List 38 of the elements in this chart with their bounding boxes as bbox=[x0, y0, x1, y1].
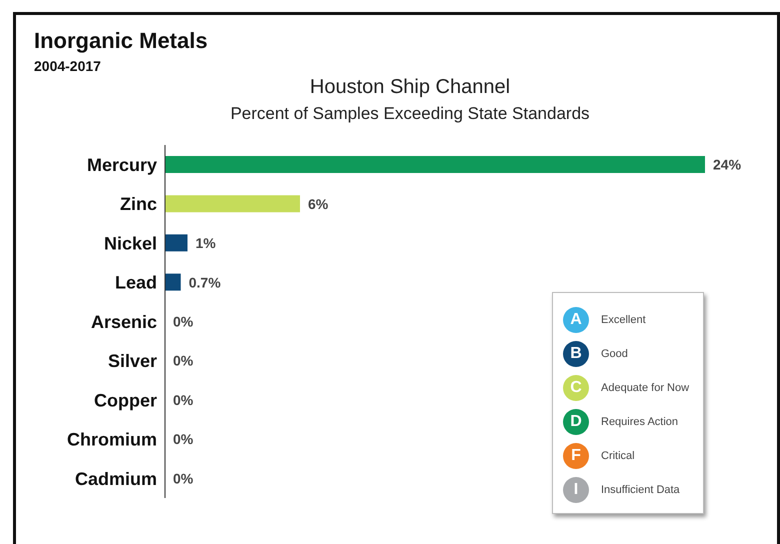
bar bbox=[165, 195, 300, 212]
bar bbox=[165, 234, 188, 252]
y-tick-label: Nickel bbox=[104, 233, 157, 254]
text: Percent of Samples Exceeding State Standards bbox=[229, 104, 591, 124]
text: Houston Ship Channel bbox=[308, 76, 512, 99]
data-label: 0.7% bbox=[188, 274, 222, 290]
data-label: 0% bbox=[173, 392, 194, 408]
legend-label: Critical bbox=[601, 450, 635, 462]
legend-label: Requires Action bbox=[601, 416, 678, 428]
data-label: 1% bbox=[196, 235, 216, 252]
legend-label: Insufficient Data bbox=[601, 484, 680, 496]
data-label: 0% bbox=[173, 470, 194, 486]
legend-label: Excellent bbox=[601, 314, 646, 326]
data-label: 0% bbox=[173, 352, 194, 369]
y-tick-label: Mercury bbox=[86, 155, 157, 175]
chart-subtitle: 2004-2017 bbox=[34, 58, 101, 74]
y-tick-label: Arsenic bbox=[90, 312, 157, 332]
bar bbox=[165, 156, 705, 173]
annotation: D bbox=[563, 409, 589, 435]
data-label: 24% bbox=[713, 156, 742, 173]
y-tick-label: Lead bbox=[114, 272, 157, 293]
y-tick-label: Zinc bbox=[120, 194, 157, 214]
y-tick-label: Silver bbox=[108, 351, 157, 372]
annotation: I bbox=[563, 477, 589, 503]
bar bbox=[165, 274, 181, 291]
annotation: F bbox=[563, 443, 589, 469]
data-label: 0% bbox=[173, 314, 194, 330]
y-tick-label: Copper bbox=[94, 390, 157, 410]
chart-title: Inorganic Metals bbox=[34, 28, 208, 54]
annotation: B bbox=[563, 341, 589, 367]
data-label: 6% bbox=[308, 196, 329, 212]
legend-label: Good bbox=[601, 348, 628, 360]
annotation: A bbox=[563, 307, 589, 333]
annotation: C bbox=[563, 375, 589, 401]
data-label: 0% bbox=[173, 431, 194, 448]
y-tick-label: Cadmium bbox=[74, 468, 157, 489]
y-tick-label: Chromium bbox=[67, 430, 157, 450]
legend-label: Adequate for Now bbox=[601, 382, 690, 394]
